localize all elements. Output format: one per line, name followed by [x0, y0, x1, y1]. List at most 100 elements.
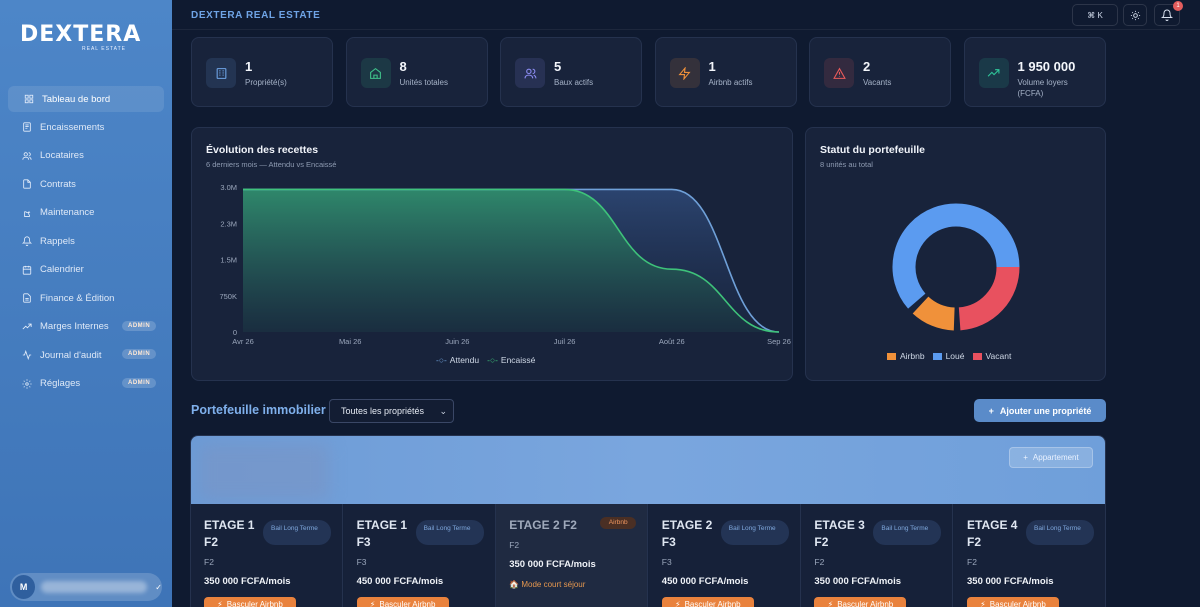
stat-label: Propriété(s) — [245, 78, 287, 87]
sidebar-item-calendrier[interactable]: Calendrier — [8, 258, 164, 282]
notification-count: 1 — [1173, 1, 1183, 11]
wrench-icon — [22, 208, 32, 218]
series-line-encaiss[interactable] — [243, 188, 780, 333]
sidebar-item-label: Contrats — [40, 178, 76, 190]
sidebar: DEXTERA REAL ESTATE Tableau de bord Encai… — [0, 0, 172, 607]
x-tick-label: Avr 26 — [232, 337, 254, 346]
lease-type-badge: Bail Long Terme — [263, 520, 331, 545]
switch-airbnb-button[interactable]: ⚡ Basculer Airbnb — [967, 597, 1059, 607]
grid-icon — [24, 94, 34, 104]
switch-airbnb-label: Basculer Airbnb — [989, 599, 1046, 607]
switch-airbnb-button[interactable]: ⚡ Basculer Airbnb — [814, 597, 907, 607]
x-tick-label: Mai 26 — [339, 337, 362, 346]
unit-card[interactable]: ETAGE 3 F2 Bail Long Terme F2 350 000 FCFA/… — [801, 504, 954, 607]
trending-up-icon — [978, 58, 1009, 88]
logo[interactable]: DEXTERA REAL ESTATE — [20, 22, 142, 52]
legend-encaisse-marker: -○- — [487, 355, 498, 365]
unit-type: F2 — [967, 557, 977, 567]
property-header: + Appartement — [191, 436, 1105, 504]
bell-icon — [22, 236, 32, 246]
unit-card[interactable]: ETAGE 4 F2 Bail Long Terme F2 350 000 FCFA/… — [954, 504, 1105, 607]
unit-name: ETAGE 1 F3 — [356, 518, 408, 549]
lease-type-badge: Bail Long Terme — [720, 520, 789, 545]
sidebar-item-tableau-de-bord[interactable]: Tableau de bord — [8, 86, 164, 112]
x-tick-label: Juin 26 — [445, 337, 469, 346]
admin-badge: ADMIN — [122, 377, 157, 388]
activity-icon — [22, 350, 32, 360]
logo-text: DEXTERA — [20, 22, 142, 47]
stat-label: Baux actifs — [554, 78, 594, 87]
y-tick-label: 0 — [233, 328, 237, 337]
sidebar-item-finance-édition[interactable]: Finance & Édition — [8, 286, 164, 310]
unit-name: ETAGE 2 F3 — [661, 518, 713, 549]
switch-airbnb-label: Basculer Airbnb — [684, 599, 741, 607]
x-tick-label: Sep 26 — [767, 337, 791, 346]
revenue-chart-panel: Évolution des recettes 6 derniers mois —… — [191, 127, 793, 381]
admin-badge: ADMIN — [122, 320, 157, 331]
legend-attendu-marker: -○- — [436, 355, 447, 365]
sidebar-item-label: Locataires — [40, 150, 84, 161]
zap-icon — [669, 58, 700, 88]
add-apartment-label: Appartement — [1032, 453, 1079, 462]
portfolio-chart-legend: Airbnb Loué Vacant — [887, 351, 1019, 361]
y-tick-label: 1.5M — [220, 256, 237, 265]
logo-subtext: REAL ESTATE — [82, 46, 126, 52]
stat-value: 1 950 000 — [1017, 59, 1076, 74]
switch-airbnb-button[interactable]: ⚡ Basculer Airbnb — [356, 597, 449, 607]
sidebar-item-encaissements[interactable]: Encaissements — [8, 115, 164, 139]
donut-slice-vacant[interactable] — [958, 266, 1020, 331]
lease-type-badge: Bail Long Terme — [415, 520, 484, 545]
stat-value: 8 — [399, 59, 407, 74]
sidebar-item-réglages[interactable]: Réglages ADMIN — [8, 372, 164, 396]
property-filter-select[interactable]: Toutes les propriétés ⌄ — [329, 399, 454, 423]
user-menu[interactable]: M ✓ — [10, 573, 162, 601]
home-icon — [360, 58, 391, 88]
sidebar-item-label: Journal d'audit — [40, 349, 102, 361]
donut-slice-lou[interactable] — [892, 203, 1020, 309]
unit-card[interactable]: ETAGE 1 F3 Bail Long Terme F3 450 000 FCFA/… — [343, 504, 496, 607]
legend-attendu-label: Attendu — [449, 355, 480, 365]
donut-slice-airbnb[interactable] — [912, 296, 956, 331]
sidebar-item-rappels[interactable]: Rappels — [8, 229, 164, 253]
command-palette-button[interactable]: ⌘ K — [1072, 4, 1118, 26]
property-filter-value: Toutes les propriétés — [341, 406, 425, 416]
legend-swatch — [972, 352, 982, 360]
stat-value: 5 — [554, 59, 562, 74]
sidebar-item-maintenance[interactable]: Maintenance — [8, 201, 164, 225]
unit-card[interactable]: ETAGE 2 F2 Airbnb F2 350 000 FCFA/mois 🏠 Mod… — [496, 504, 649, 607]
user-name-redacted — [41, 581, 148, 593]
switch-airbnb-label: Basculer Airbnb — [226, 599, 283, 607]
switch-airbnb-label: Basculer Airbnb — [837, 599, 894, 607]
unit-card[interactable]: ETAGE 2 F3 Bail Long Terme F3 450 000 FCFA/… — [648, 504, 801, 607]
sidebar-item-contrats[interactable]: Contrats — [8, 172, 164, 196]
unit-type: F2 — [814, 557, 825, 567]
file-icon — [22, 179, 32, 189]
zap-icon: ⚡ — [369, 599, 376, 607]
portfolio-status-panel: Statut du portefeuille 8 unités au total… — [805, 127, 1106, 381]
switch-airbnb-button[interactable]: ⚡ Basculer Airbnb — [661, 597, 754, 607]
sidebar-item-label: Réglages — [40, 378, 81, 389]
legend-swatch — [887, 352, 896, 360]
bell-icon — [1161, 9, 1173, 21]
notifications-button[interactable]: 1 — [1154, 1, 1183, 26]
unit-name: ETAGE 4 F2 — [967, 518, 1018, 549]
add-apartment-button[interactable]: + Appartement — [1009, 447, 1093, 468]
y-tick-label: 750K — [219, 292, 237, 301]
sidebar-item-label: Tableau de bord — [42, 93, 111, 105]
sidebar-item-label: Encaissements — [40, 121, 105, 133]
switch-airbnb-button[interactable]: ⚡ Basculer Airbnb — [204, 597, 296, 607]
sidebar-item-locataires[interactable]: Locataires — [8, 144, 164, 168]
chevron-down-icon: ⌄ — [439, 406, 447, 416]
y-tick-label: 3.0M — [220, 183, 237, 192]
sidebar-item-marges-internes[interactable]: Marges Internes ADMIN — [8, 315, 164, 339]
theme-toggle-button[interactable] — [1123, 4, 1147, 26]
building-icon — [206, 58, 236, 88]
unit-price: 350 000 FCFA/mois — [967, 576, 1054, 587]
unit-card[interactable]: ETAGE 1 F2 Bail Long Terme F2 350 000 FCFA/… — [191, 504, 343, 607]
legend-encaisse-label: Encaissé — [500, 355, 536, 365]
sidebar-item-journal-d-audit[interactable]: Journal d'audit ADMIN — [8, 343, 164, 367]
add-property-button[interactable]: + Ajouter une propriété — [974, 399, 1106, 422]
chevron-icon: ✓ — [155, 582, 162, 592]
unit-name: ETAGE 2 F2 — [509, 518, 577, 532]
sidebar-item-label: Maintenance — [40, 207, 95, 218]
